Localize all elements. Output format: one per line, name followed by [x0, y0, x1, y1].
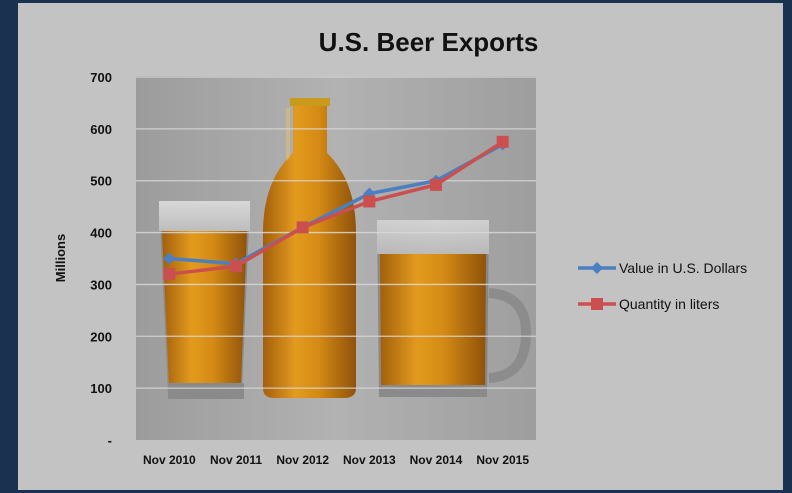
- legend-marker: [591, 262, 603, 274]
- x-tick-label: Nov 2010: [143, 453, 196, 467]
- data-point: [296, 221, 309, 234]
- data-point: [163, 268, 176, 281]
- x-axis-ticks: Nov 2010 Nov 2011 Nov 2012 Nov 2013 Nov 2014…: [143, 453, 529, 467]
- legend-item: Value in U.S. Dollars: [578, 260, 747, 276]
- chart-title: U.S. Beer Exports: [318, 27, 539, 57]
- x-tick-label: Nov 2012: [276, 453, 329, 467]
- x-tick-label: Nov 2011: [210, 453, 262, 467]
- x-tick-label: Nov 2014: [410, 453, 463, 467]
- series-line: [169, 140, 504, 276]
- y-tick-label: 600: [90, 122, 112, 137]
- y-axis-label: Millions: [53, 234, 68, 282]
- y-axis-ticks: - 100 200 300 400 500 600 700: [90, 70, 112, 448]
- x-tick-label: Nov 2015: [476, 453, 529, 467]
- gridlines: [136, 76, 536, 389]
- series-layer: [163, 135, 509, 281]
- series-line: [169, 142, 504, 266]
- chart-panel: U.S. Beer Exports: [18, 3, 783, 490]
- y-tick-label: 100: [90, 381, 112, 396]
- legend-label: Quantity in liters: [619, 296, 719, 312]
- y-tick-label: 300: [90, 277, 112, 292]
- y-tick-label: 500: [90, 174, 112, 189]
- series-quantity-liters: [163, 135, 509, 281]
- legend-marker: [591, 298, 603, 310]
- y-tick-label: 700: [90, 70, 112, 85]
- legend: Value in U.S. Dollars Quantity in liters: [578, 260, 747, 312]
- beer-background-image: [159, 98, 532, 399]
- y-tick-label: -: [108, 433, 112, 448]
- x-tick-label: Nov 2013: [343, 453, 396, 467]
- y-tick-label: 400: [90, 226, 112, 241]
- data-point: [163, 252, 176, 265]
- data-point: [363, 195, 376, 208]
- y-tick-label: 200: [90, 329, 112, 344]
- legend-item: Quantity in liters: [578, 296, 719, 312]
- legend-label: Value in U.S. Dollars: [619, 260, 747, 276]
- data-point: [496, 135, 509, 148]
- data-point: [230, 260, 242, 273]
- data-point: [430, 178, 442, 191]
